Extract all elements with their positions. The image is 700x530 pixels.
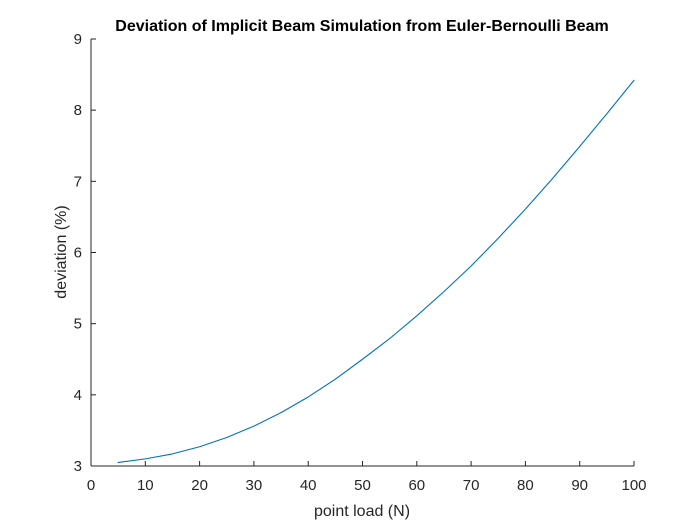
x-axis-label: point load (N) xyxy=(314,503,410,520)
series-line xyxy=(117,79,635,463)
x-tick-label: 0 xyxy=(87,477,95,494)
x-tick-label: 20 xyxy=(191,477,208,494)
x-tick-label: 90 xyxy=(571,477,588,494)
x-tick-label: 50 xyxy=(354,477,371,494)
y-tick-label: 6 xyxy=(74,245,82,262)
y-tick-label: 7 xyxy=(74,173,82,190)
y-tick-label: 3 xyxy=(74,458,82,475)
y-tick-label: 9 xyxy=(74,31,82,48)
y-tick-label: 4 xyxy=(74,387,82,404)
x-tick-label: 100 xyxy=(621,477,646,494)
chart-title: Deviation of Implicit Beam Simulation fr… xyxy=(115,18,608,35)
x-tick-label: 40 xyxy=(300,477,317,494)
x-tick-label: 70 xyxy=(463,477,480,494)
x-tick-label: 10 xyxy=(137,477,154,494)
axes: 0 10 20 30 40 50 60 70 80 90 100 3 4 5 6 7 8 9 xyxy=(74,31,647,494)
series-group xyxy=(117,79,635,463)
y-tick-label: 5 xyxy=(74,316,82,333)
plot-area xyxy=(91,39,634,466)
x-tick-label: 30 xyxy=(246,477,263,494)
y-tick-label: 8 xyxy=(74,102,82,119)
x-tick-label: 60 xyxy=(408,477,425,494)
x-tick-label: 80 xyxy=(517,477,534,494)
y-axis-label: deviation (%) xyxy=(53,205,70,298)
